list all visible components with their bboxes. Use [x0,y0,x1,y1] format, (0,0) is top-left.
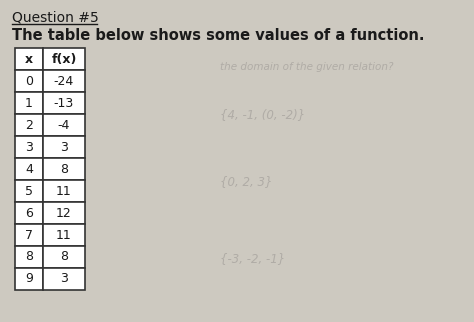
Text: -4: -4 [58,118,70,131]
Bar [43,246,85,268]
Text: the domain of the given relation?: the domain of the given relation? [220,62,393,72]
Text: 12: 12 [56,206,72,220]
Bar [43,180,85,202]
Bar [43,92,85,114]
Bar [15,202,43,224]
Text: 6: 6 [25,206,33,220]
Bar [43,70,85,92]
Text: 3: 3 [60,272,68,286]
Bar [43,224,85,246]
Bar [15,246,43,268]
Bar [43,48,85,70]
Text: 3: 3 [25,140,33,154]
Text: 7: 7 [25,229,33,242]
Text: {4, -1, (0, -2)}: {4, -1, (0, -2)} [220,108,305,121]
Bar [15,224,43,246]
Text: 11: 11 [56,185,72,197]
Text: 5: 5 [25,185,33,197]
Text: {0, 2, 3}: {0, 2, 3} [220,175,273,188]
Bar [15,180,43,202]
Text: Question #5: Question #5 [12,10,99,24]
Bar [43,268,85,290]
Bar [43,136,85,158]
Bar [43,158,85,180]
Text: {-3, -2, -1}: {-3, -2, -1} [220,252,285,265]
Text: -13: -13 [54,97,74,109]
Text: -24: -24 [54,74,74,88]
Bar [15,92,43,114]
Text: f(x): f(x) [51,52,77,65]
Text: 4: 4 [25,163,33,175]
Text: x: x [25,52,33,65]
Text: 2: 2 [25,118,33,131]
Bar [15,268,43,290]
Text: 3: 3 [60,140,68,154]
Bar [15,158,43,180]
Bar [43,202,85,224]
Text: 0: 0 [25,74,33,88]
Text: 1: 1 [25,97,33,109]
Text: 9: 9 [25,272,33,286]
Text: The table below shows some values of a function.: The table below shows some values of a f… [12,28,425,43]
Bar [15,48,43,70]
Text: 8: 8 [60,251,68,263]
Bar [43,114,85,136]
Text: 11: 11 [56,229,72,242]
Bar [15,114,43,136]
Text: 8: 8 [25,251,33,263]
Text: 8: 8 [60,163,68,175]
Bar [15,136,43,158]
Bar [15,70,43,92]
